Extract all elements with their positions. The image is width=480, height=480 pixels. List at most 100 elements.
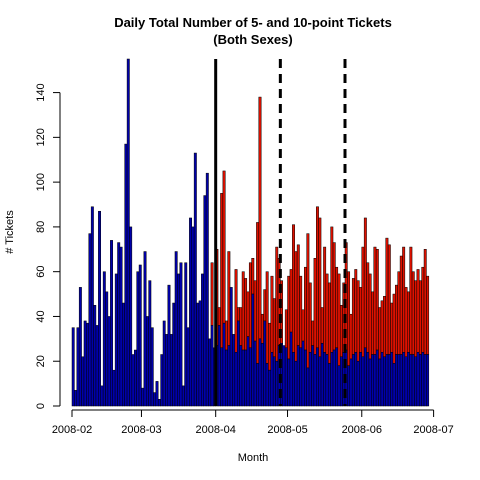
- bar-blue: [198, 300, 202, 407]
- bar-blue: [88, 233, 92, 407]
- bar-red: [306, 233, 310, 369]
- bar-blue: [416, 352, 420, 407]
- bar-red: [330, 226, 334, 353]
- bar-red: [371, 291, 374, 355]
- bar-red: [399, 255, 403, 355]
- bar-red: [361, 246, 365, 357]
- bar-red: [347, 271, 351, 366]
- bar-blue: [236, 320, 240, 407]
- bar-blue: [407, 352, 410, 407]
- bar-red: [289, 269, 293, 333]
- bar-blue: [308, 352, 312, 407]
- bar-blue: [98, 210, 101, 407]
- bar-blue: [289, 331, 293, 407]
- bar-blue: [138, 264, 142, 407]
- x-tick-label: 2008-02: [52, 424, 92, 436]
- bar-red: [256, 222, 260, 364]
- bar-blue: [304, 349, 307, 407]
- bar-blue: [337, 365, 341, 407]
- bar-blue: [172, 302, 176, 407]
- bar-blue: [323, 352, 327, 407]
- bar-red: [299, 275, 303, 349]
- bar-blue: [150, 327, 154, 407]
- bar-blue: [265, 363, 269, 407]
- bar-blue: [217, 325, 221, 407]
- bar-red: [390, 302, 394, 353]
- bar-blue: [83, 320, 87, 407]
- bar-blue: [189, 217, 192, 407]
- bar-blue: [411, 354, 415, 407]
- bar-blue: [373, 354, 377, 407]
- bar-blue: [306, 367, 310, 407]
- bar-red: [418, 280, 422, 355]
- bar-blue: [383, 356, 386, 407]
- bar-red: [258, 96, 262, 340]
- bar-blue: [203, 195, 207, 407]
- y-tick-label: 0: [35, 403, 47, 409]
- bar-red: [404, 287, 408, 358]
- bar-blue: [335, 347, 339, 407]
- bar-blue: [119, 246, 123, 407]
- bar-blue: [220, 347, 224, 407]
- bar-blue: [112, 369, 116, 407]
- bar-red: [284, 309, 288, 349]
- bar-red: [210, 262, 214, 326]
- bar-blue: [205, 172, 209, 407]
- y-tick-label: 20: [35, 355, 47, 367]
- bar-red: [409, 246, 413, 355]
- bar-red: [318, 217, 322, 357]
- bar-blue: [81, 356, 85, 407]
- bar-blue: [385, 354, 389, 407]
- bar-red: [363, 217, 367, 349]
- bar-red: [313, 258, 317, 355]
- bar-blue: [320, 343, 324, 407]
- bar-blue: [366, 352, 370, 407]
- bar-blue: [426, 354, 430, 407]
- bar-blue: [418, 354, 422, 407]
- x-tick-label: 2008-04: [195, 424, 235, 436]
- bar-blue: [392, 363, 396, 407]
- bar-blue: [191, 226, 195, 407]
- bar-blue: [294, 360, 298, 407]
- bar-blue: [181, 385, 185, 407]
- y-tick-label: 100: [35, 173, 47, 191]
- bar-blue: [239, 345, 243, 407]
- bar-blue: [270, 352, 274, 407]
- y-tick-label: 120: [35, 128, 47, 146]
- bar-blue: [359, 352, 363, 407]
- chart-subtitle: (Both Sexes): [213, 32, 292, 47]
- bar-red: [217, 307, 221, 326]
- y-axis: 0 20 40 60 80 100 120 140: [35, 83, 61, 409]
- bar-blue: [95, 325, 99, 407]
- bar-blue: [402, 352, 406, 407]
- bar-blue: [421, 352, 425, 407]
- bar-red: [323, 246, 327, 353]
- bar-blue: [157, 399, 161, 407]
- bar-blue: [177, 273, 181, 407]
- x-tick-label: 2008-06: [342, 424, 382, 436]
- bar-blue: [155, 381, 159, 407]
- bar-blue: [241, 349, 245, 407]
- bar-blue: [201, 273, 204, 407]
- bar-blue: [287, 358, 291, 407]
- bar-blue: [387, 354, 391, 407]
- bar-red: [426, 275, 430, 355]
- bar-red: [294, 251, 298, 362]
- bar-red: [248, 262, 252, 349]
- bar-red: [268, 322, 272, 371]
- bar-blue: [208, 338, 212, 407]
- bar-blue: [284, 347, 288, 407]
- bar-blue: [129, 226, 133, 407]
- bar-blue: [318, 356, 322, 407]
- bar-blue: [193, 152, 197, 407]
- bar-red: [411, 271, 415, 355]
- bar-blue: [253, 340, 257, 407]
- bar-red: [325, 273, 329, 355]
- bar-red: [227, 251, 231, 346]
- bar-red: [387, 244, 391, 355]
- bar-blue: [141, 387, 145, 407]
- bar-red: [356, 280, 360, 362]
- bar-red: [351, 278, 355, 355]
- bar-blue: [126, 58, 130, 407]
